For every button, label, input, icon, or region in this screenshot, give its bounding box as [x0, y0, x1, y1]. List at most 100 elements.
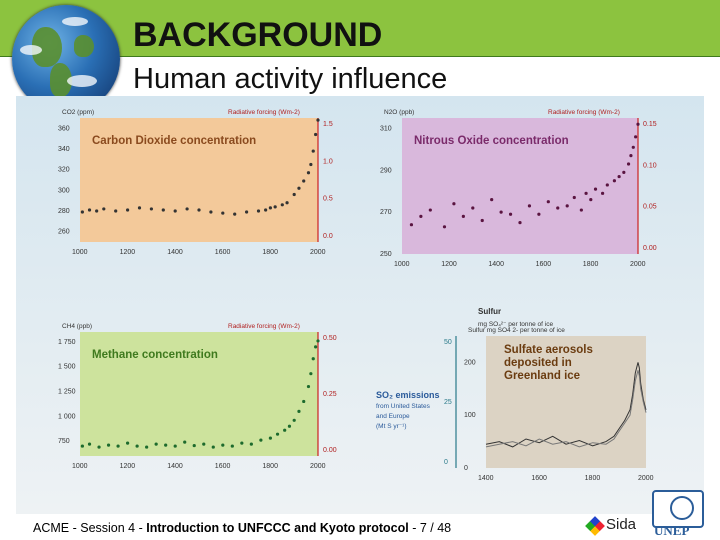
chart-2-point: [480, 218, 484, 223]
chart-4-xtick: 2000: [638, 475, 654, 482]
chart-3-xtick: 1200: [120, 463, 136, 470]
chart-1-point: [316, 118, 320, 122]
chart-1-ytick: 320: [58, 167, 70, 174]
chart-2-point: [605, 183, 609, 187]
chart-1-point: [268, 206, 272, 210]
chart-2-plot-area: [402, 118, 638, 254]
chart-2-title: Nitrous Oxide concentration: [414, 135, 569, 147]
so2-label-line: from United States: [376, 403, 431, 410]
chart-1-y2tick: 0.0: [323, 233, 333, 240]
chart-3-point: [116, 444, 120, 448]
chart-3-point: [311, 357, 315, 361]
chart-2-ylabel: N2O (ppb): [384, 109, 414, 116]
chart-2-point: [617, 174, 621, 179]
sulfur-label: Sulfur: [478, 307, 501, 316]
chart-2-point: [565, 204, 569, 208]
chart-2-point: [537, 212, 541, 216]
earth-globe-icon: [12, 5, 120, 113]
chart-2-ytick: 270: [380, 209, 392, 216]
chart-3-point: [135, 444, 139, 448]
chart-1-y2tick: 1.0: [323, 158, 333, 165]
chart-1-xtick: 1400: [167, 249, 183, 256]
chart-3-xtick: 1400: [167, 463, 183, 470]
chart-4-series-line: [485, 370, 647, 448]
chart-4-ytick: 200: [464, 359, 476, 366]
chart-1-point: [256, 209, 261, 213]
chart-2-xtick: 1400: [488, 261, 504, 268]
chart-3-point: [249, 442, 253, 446]
chart-2-point: [626, 162, 631, 166]
chart-1-point: [311, 149, 315, 153]
sulfur-unit-label: mg SO₄²⁻ per tonne of ice: [478, 321, 553, 328]
chart-1-point: [80, 210, 84, 214]
chart-3-point: [297, 409, 301, 413]
chart-2-y2tick: 0.10: [643, 162, 657, 169]
chart-1-ytick: 360: [58, 125, 70, 132]
chart-1-point: [126, 208, 130, 212]
chart-4-title-line-1: Sulfate aerosols: [504, 344, 593, 356]
chart-2-point: [634, 135, 638, 139]
chart-1-point: [314, 132, 318, 137]
chart-3-point: [173, 444, 177, 448]
chart-2-point: [572, 195, 576, 200]
chart-2-point: [584, 191, 588, 195]
chart-1-ytick: 340: [58, 146, 70, 153]
chart-2-point: [471, 206, 475, 210]
chart-2-point: [461, 214, 465, 218]
chart-1-ytick: 280: [58, 208, 70, 215]
chart-2-point: [452, 202, 456, 206]
chart-3-point: [306, 384, 311, 389]
chart-2-point: [490, 198, 494, 202]
chart-2-y2tick: 0.05: [643, 204, 657, 211]
chart-2-xtick: 1200: [441, 261, 457, 268]
chart-3-title: Methane concentration: [92, 349, 218, 361]
chart-3-point: [192, 443, 196, 448]
chart-2-y2label: Radiative forcing (Wm-2): [548, 109, 620, 116]
chart-1-ytick: 260: [58, 229, 70, 236]
unep-logo-text: UNEP: [654, 523, 690, 538]
chart-2-ytick: 290: [380, 167, 392, 174]
chart-3-ytick: 1 750: [58, 339, 76, 346]
chart-4-ylabel: Sulfur mg SO4 2- per tonne of ice: [468, 327, 565, 334]
chart-4-xtick: 1600: [531, 475, 547, 482]
chart-2-point: [527, 204, 532, 208]
chart-1-title: Carbon Dioxide concentration: [92, 135, 256, 147]
chart-3-ytick: 1 500: [58, 364, 76, 371]
chart-3-point: [309, 372, 313, 376]
chart-3-point: [230, 444, 234, 448]
chart-1-ytick: 300: [58, 187, 70, 194]
chart-2-point: [631, 145, 635, 149]
chart-3-y2tick: 0.00: [323, 447, 337, 454]
chart-2-point: [428, 208, 432, 212]
chart-1-y2tick: 0.5: [323, 196, 333, 203]
chart-1-point: [285, 201, 289, 205]
footer-text: ACME - Session 4 - Introduction to UNFCC…: [33, 521, 452, 535]
chart-2-point: [622, 170, 626, 174]
unep-logo-icon: [652, 490, 704, 528]
chart-1-point: [197, 208, 201, 212]
chart-2-y2tick: 0.15: [643, 121, 657, 128]
chart-3-point: [87, 442, 92, 446]
chart-2-point: [419, 214, 423, 218]
subtitle-band: [0, 57, 720, 95]
sida-logo: Sida: [606, 516, 637, 533]
chart-2-point: [546, 200, 550, 204]
chart-2-xtick: 1000: [394, 261, 410, 268]
chart-1-point: [137, 206, 142, 210]
chart-3-xtick: 1000: [72, 463, 88, 470]
chart-2-xtick: 1800: [583, 261, 599, 268]
chart-3-point: [183, 440, 187, 444]
chart-3-point: [164, 443, 168, 447]
chart-3-y2tick: 0.50: [323, 335, 337, 342]
chart-2-ytick: 310: [380, 125, 392, 132]
chart-1-point: [264, 208, 268, 212]
chart-2-point: [589, 198, 593, 202]
chart-3-ylabel: CH4 (ppb): [62, 323, 92, 330]
chart-3-point: [287, 424, 292, 428]
slide-subtitle: Human activity influence: [133, 63, 448, 95]
chart-3-point: [211, 445, 215, 449]
chart-3-xtick: 1600: [215, 463, 231, 470]
chart-3-point: [221, 443, 225, 447]
chart-4-y2tick: 50: [444, 339, 452, 346]
chart-1-xtick: 1000: [72, 249, 88, 256]
